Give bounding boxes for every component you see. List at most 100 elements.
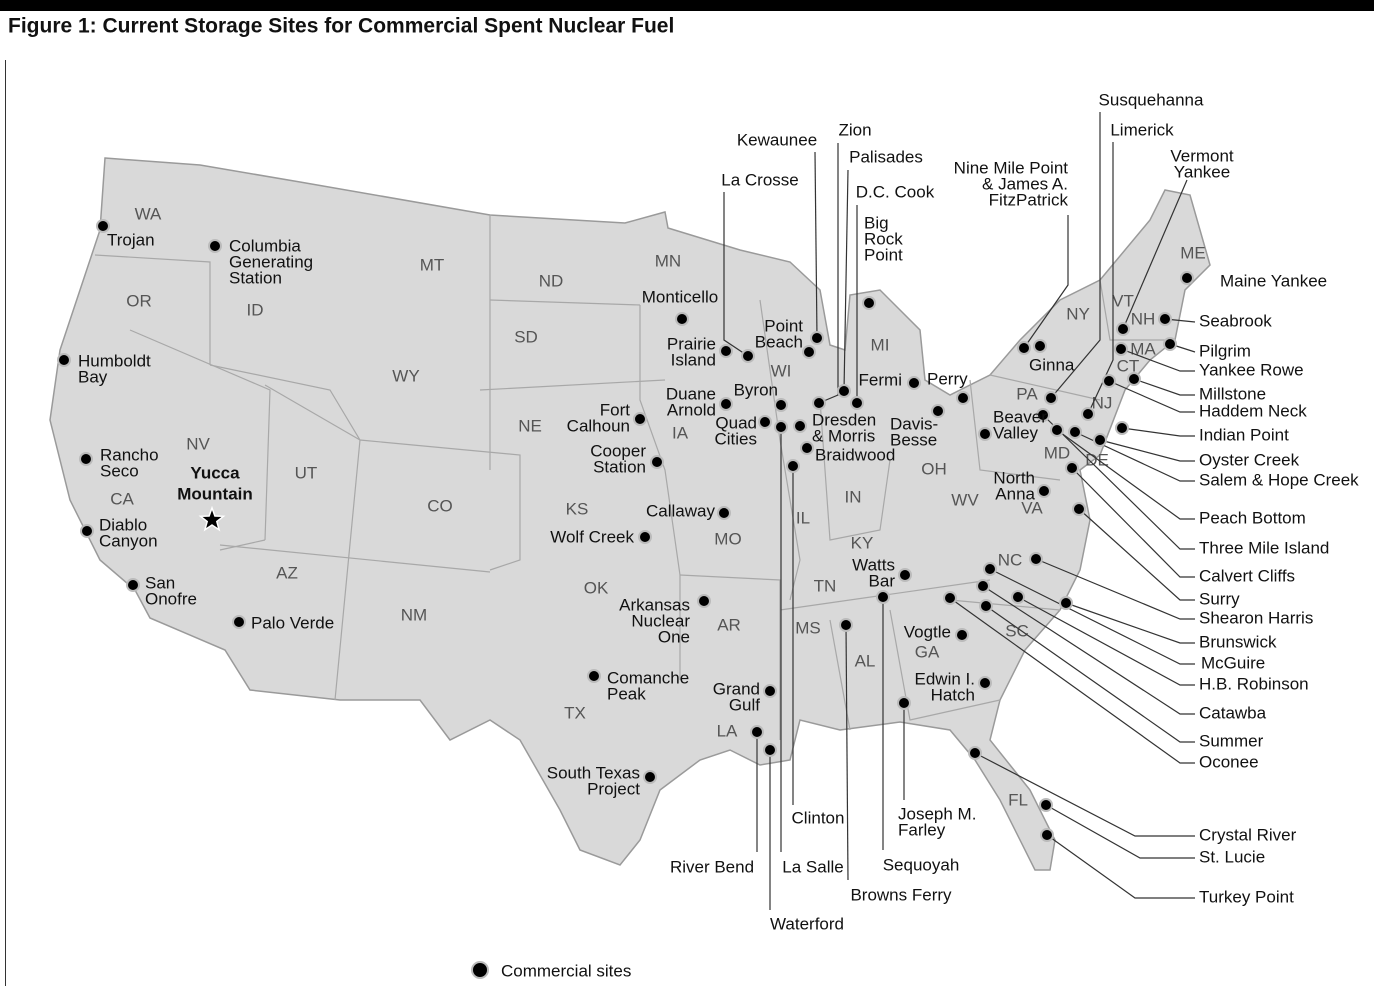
site-marker [57,353,71,367]
site-label: Onofre [145,589,197,608]
site-label: Byron [734,380,778,399]
state-label: UT [295,463,318,482]
state-label: ID [247,300,264,319]
state-label: TX [564,703,586,722]
site-marker [978,427,992,441]
site-label: Brunswick [1199,632,1277,651]
site-label: North [993,468,1035,487]
leader-line [843,169,849,392]
site-label: Catawba [1199,703,1267,722]
site-marker [1029,552,1043,566]
state-label: OH [921,459,947,478]
leader-line [1046,834,1195,899]
state-label: MO [714,529,741,548]
site-marker [793,419,807,433]
site-marker [876,590,890,604]
site-label: Cities [714,429,757,448]
site-marker [774,398,788,412]
state-label: KY [851,533,874,552]
site-label: Peach Bottom [1199,508,1306,527]
site-marker [1011,590,1025,604]
site-marker [96,219,110,233]
site-label: D.C. Cook [856,182,935,201]
leader-line [1042,414,1195,550]
site-label: Braidwood [815,445,895,464]
site-label: Clinton [792,808,845,827]
site-label: McGuire [1201,653,1265,672]
site-marker [1081,407,1095,421]
site-label: Vogtle [904,622,951,641]
site-label: Rancho [100,445,159,464]
site-label: Diablo [99,515,147,534]
leader-line [1056,429,1195,520]
state-label: NM [401,605,427,624]
state-label: MS [795,618,821,637]
site-marker [1050,423,1064,437]
us-map [49,157,1211,871]
site-label: Pilgrim [1199,341,1251,360]
site-marker [717,506,731,520]
site-label: Rock [864,229,903,248]
state-label: PA [1016,384,1038,403]
site-marker [956,391,970,405]
site-label: Calhoun [567,416,630,435]
site-label: Calvert Cliffs [1199,566,1295,585]
site-label: Oconee [1199,752,1259,771]
site-label: Indian Point [1199,425,1289,444]
site-marker [774,420,788,434]
site-marker [810,331,824,345]
site-marker [968,746,982,760]
site-marker [763,684,777,698]
state-label: CO [427,496,453,515]
site-label: Station [229,268,282,287]
site-marker [850,396,864,410]
leader-line [1078,508,1195,601]
site-marker [719,344,733,358]
site-marker [1033,339,1047,353]
site-marker [786,459,800,473]
site-marker [1040,828,1054,842]
title: Figure 1: Current Storage Sites for Comm… [8,15,674,38]
site-label: Quad [715,413,757,432]
site-label: Haddem Neck [1199,401,1307,420]
site-label: Surry [1199,589,1240,608]
site-label: Dresden [812,410,876,429]
site-label: Bay [78,367,108,386]
site-label: Sequoyah [883,855,960,874]
state-label: VT [1112,291,1134,310]
state-label: GA [915,642,940,661]
site-label: Island [671,350,716,369]
site-marker [643,770,657,784]
repository-label: Mountain [177,484,253,503]
site-label: Palo Verde [251,613,334,632]
site-label: Gulf [729,695,760,714]
site-label: Fort [600,400,631,419]
site-marker [978,676,992,690]
state-label: IN [845,487,862,506]
state-label: LA [717,721,738,740]
state-borders [94,215,1170,740]
site-marker [979,599,993,613]
site-marker [587,669,601,683]
site-label: Project [587,779,640,798]
site-marker [800,441,814,455]
site-label: St. Lucie [1199,847,1265,866]
site-marker [741,349,755,363]
site-label: Generating [229,252,313,271]
leader-line [1087,142,1114,415]
state-label: WI [771,361,792,380]
site-marker [839,618,853,632]
state-label: ME [1180,243,1206,262]
state-label: FL [1008,790,1028,809]
state-label: NY [1066,304,1090,323]
site-label: Yankee [1174,162,1230,181]
site-label: Besse [890,430,937,449]
site-marker [1116,322,1130,336]
site-marker [897,696,911,710]
site-label: One [658,627,690,646]
site-labels: Trojan ColumbiaGeneratingStationHumboldtB… [78,90,1359,933]
site-label: South Texas [547,763,640,782]
leader-line [1023,215,1069,349]
legend-label: Commercial sites [501,961,631,980]
site-label: Nuclear [631,611,690,630]
